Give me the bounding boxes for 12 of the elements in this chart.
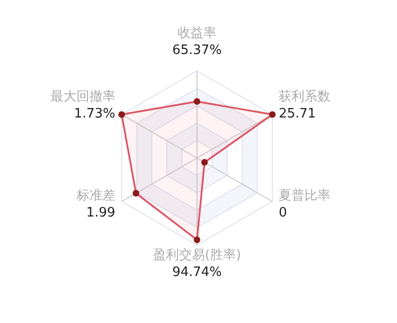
text: 25.71	[278, 106, 316, 122]
text: 1.73%	[74, 106, 116, 122]
spoke-label: 盈利交易(胜率)	[152, 247, 242, 263]
text: 65.37%	[172, 43, 222, 58]
text: 94.74%	[172, 265, 222, 280]
spoke-label: 标准差	[75, 188, 116, 204]
spoke-label: 最大回撤率	[50, 88, 116, 104]
text: 1.99	[86, 206, 116, 220]
spoke-label: 收益率	[178, 25, 216, 41]
spoke-label: 夏普比率	[278, 188, 331, 204]
spoke-label: 获利系数	[278, 90, 331, 104]
text: 0	[278, 206, 288, 220]
